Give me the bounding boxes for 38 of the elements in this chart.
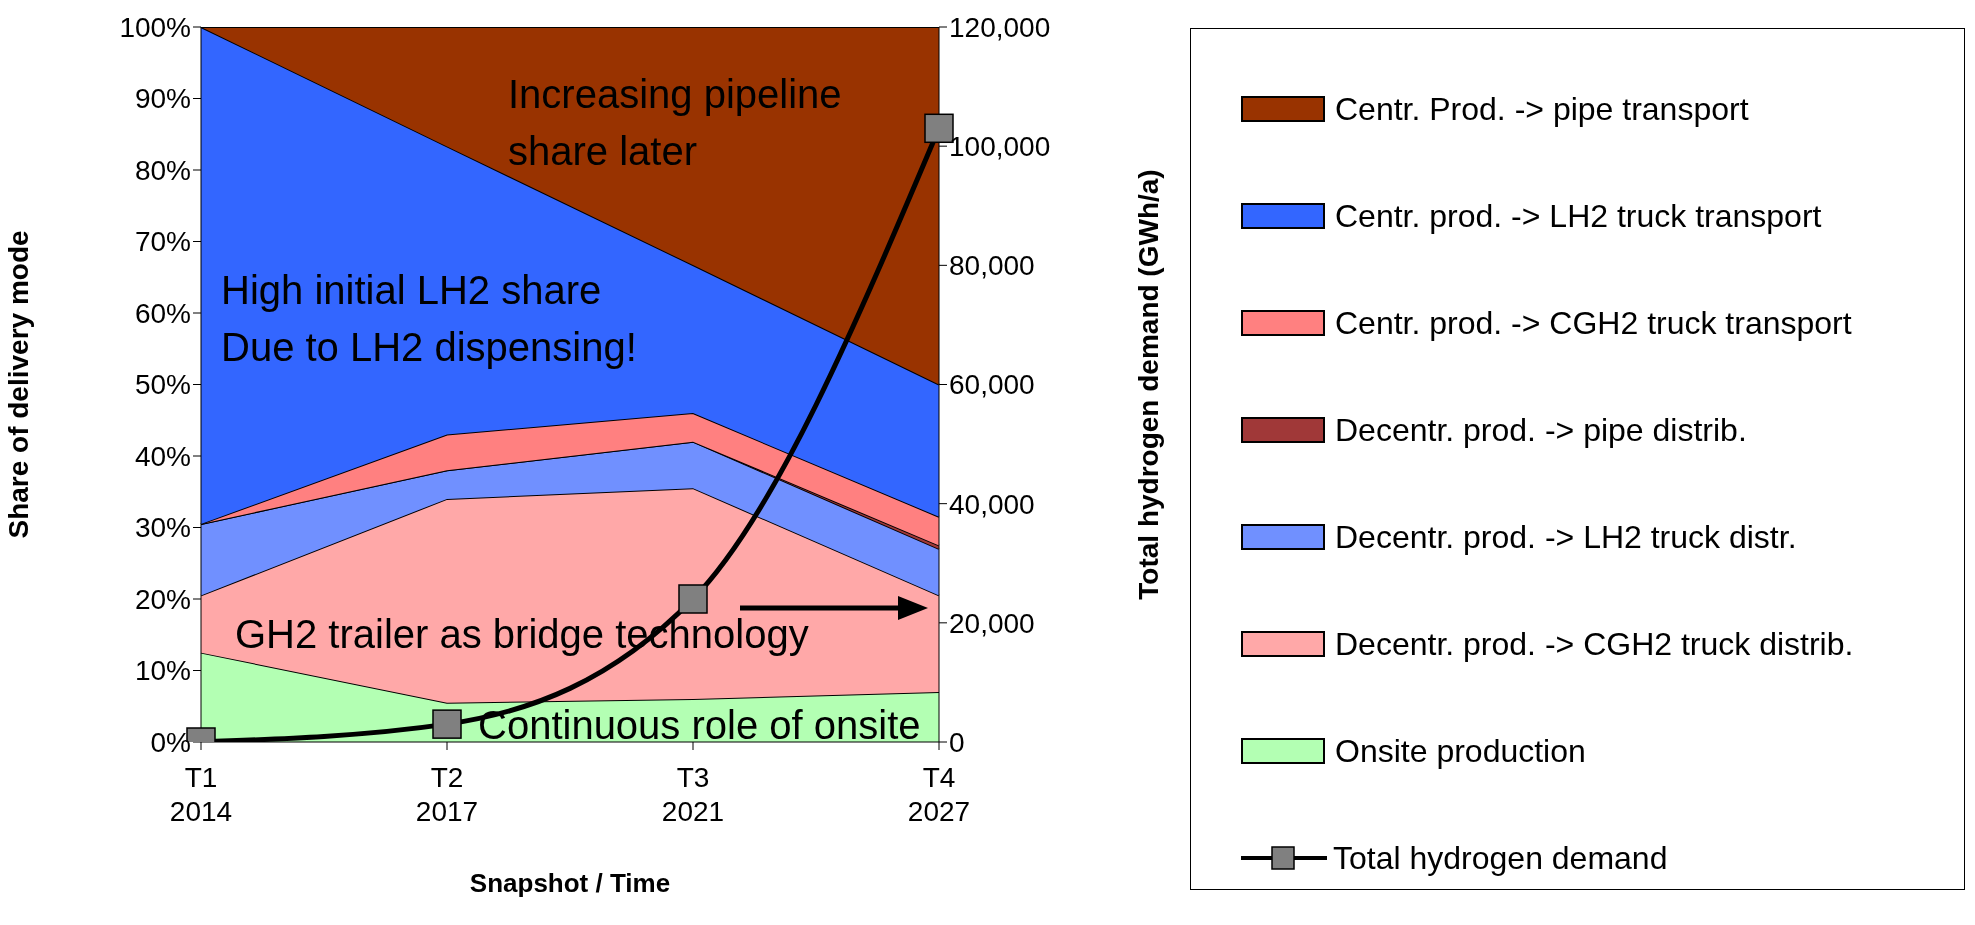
x-axis-title: Snapshot / Time <box>469 868 671 898</box>
annotation: Increasing pipeline share later <box>508 71 842 175</box>
y-tick-label: 60% <box>134 297 191 329</box>
legend-label: Total hydrogen demand <box>1333 839 1668 877</box>
y2-axis-title: Total hydrogen demand (GWh/a) <box>1132 169 1164 600</box>
point <box>432 709 462 739</box>
x-tick-label: T3 2021 <box>661 762 725 827</box>
x-tick-label: T2 2017 <box>415 762 479 827</box>
y-tick-label: 100% <box>119 11 191 43</box>
annotation: Continuous role of onsite <box>478 702 921 749</box>
x-tick-label: T1 2014 <box>169 762 233 827</box>
y-tick-label: 10% <box>134 655 191 687</box>
legend-label: Decentr. prod. -> CGH2 truck distrib. <box>1335 625 1854 663</box>
x-tick-label: T4 2027 <box>907 762 971 827</box>
y-tick-label: 40% <box>134 440 191 472</box>
y2-tick-label: 120,000 <box>949 11 1051 43</box>
y2-tick-label: 20,000 <box>949 607 1035 639</box>
legend-label: Decentr. prod. -> pipe distrib. <box>1335 411 1747 449</box>
legend-label: Centr. Prod. -> pipe transport <box>1335 90 1749 128</box>
y-tick-label: 70% <box>134 226 191 258</box>
y-tick-label: 80% <box>134 154 191 186</box>
y2-tick-label: 0 <box>949 726 965 758</box>
legend-label: Onsite production <box>1335 732 1586 770</box>
y2-tick-label: 80,000 <box>949 250 1035 282</box>
y-axis-title: Share of delivery mode <box>2 230 34 539</box>
y-tick-label: 20% <box>134 583 191 615</box>
legend-label: Centr. prod. -> CGH2 truck transport <box>1335 304 1852 342</box>
y-tick-label: 90% <box>134 83 191 115</box>
annotation: High initial LH2 share Due to LH2 dispensing! <box>221 267 637 371</box>
y-tick-label: 30% <box>134 512 191 544</box>
y-tick-label: 0% <box>150 726 191 758</box>
y-tick-label: 50% <box>134 369 191 401</box>
y2-tick-label: 60,000 <box>949 369 1035 401</box>
legend-label: Decentr. prod. -> LH2 truck distr. <box>1335 518 1797 556</box>
point <box>678 584 708 614</box>
y2-tick-label: 40,000 <box>949 488 1035 520</box>
legend-label: Centr. prod. -> LH2 truck transport <box>1335 197 1822 235</box>
y2-tick-label: 100,000 <box>949 131 1051 163</box>
